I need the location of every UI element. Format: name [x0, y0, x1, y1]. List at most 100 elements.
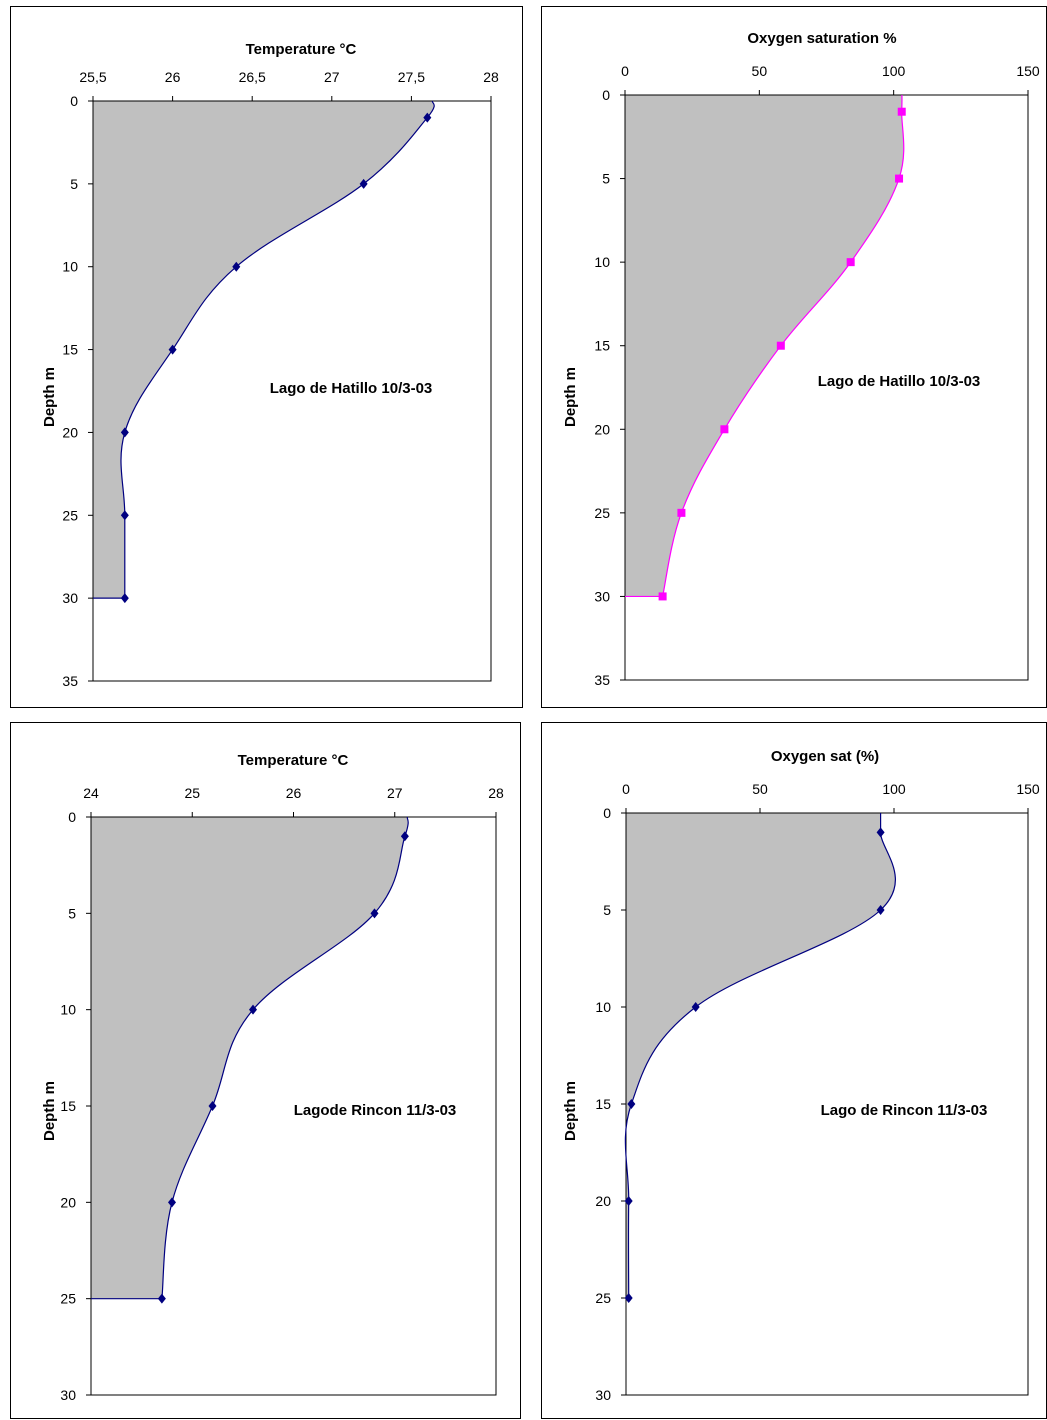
x-tick-label: 0	[622, 781, 630, 797]
y-tick-label: 10	[594, 254, 610, 270]
y-tick-label: 25	[62, 507, 78, 523]
x-tick-label: 24	[83, 785, 99, 801]
data-point	[876, 905, 885, 915]
x-tick-label: 26	[286, 785, 302, 801]
plot-frame	[92, 100, 492, 682]
y-tick-label: 0	[68, 809, 76, 825]
data-point	[120, 427, 129, 438]
x-tick-label: 28	[483, 69, 499, 85]
chart-annotation: Lago de Hatillo 10/3-03	[818, 373, 981, 390]
chart-panel-hatillo-temperature: 25,5 26 26,5 27 27,5 28 0 5 10 15 20 25 30 35 Tempera…	[10, 6, 523, 708]
x-tick-label: 50	[752, 63, 768, 79]
y-tick-label: 15	[62, 342, 78, 358]
data-point	[627, 1099, 636, 1109]
data-point	[691, 1002, 700, 1012]
x-tick-label: 27	[387, 785, 403, 801]
data-point	[658, 592, 667, 601]
data-point	[168, 1197, 176, 1208]
data-point	[232, 261, 241, 272]
series-line	[662, 94, 905, 597]
data-point	[168, 344, 177, 355]
area-fill	[91, 817, 409, 1299]
data-point	[776, 341, 785, 350]
y-tick-label: 30	[595, 1387, 611, 1403]
y-tick-label: 15	[594, 338, 610, 354]
data-point	[120, 510, 129, 521]
y-tick-label: 25	[594, 505, 610, 521]
y-tick-label: 15	[60, 1098, 76, 1114]
y-tick-label: 30	[62, 590, 78, 606]
chart-title: Oxygen sat (%)	[771, 748, 879, 765]
series-line	[120, 100, 435, 599]
x-tick-label: 27,5	[398, 69, 425, 85]
chart-title: Temperature °C	[246, 41, 357, 58]
chart-annotation: Lagode Rincon 11/3-03	[294, 1102, 457, 1119]
y-tick-label: 5	[70, 176, 78, 192]
x-tick-label: 28	[488, 785, 504, 801]
x-tick-label: 100	[882, 63, 906, 79]
y-tick-label: 0	[70, 93, 78, 109]
y-tick-label: 25	[60, 1291, 76, 1307]
data-point	[624, 1293, 633, 1303]
chart-annotation: Lago de Rincon 11/3-03	[821, 1102, 988, 1119]
y-tick-label: 35	[594, 672, 610, 688]
x-tick-label: 150	[1016, 781, 1040, 797]
y-tick-label: 25	[595, 1290, 611, 1306]
chart-hatillo-oxygen: 0 50 100 150 0 5 10 15 20 25 30 35 Oxygen saturatio…	[562, 30, 1040, 688]
y-tick-label: 30	[594, 588, 610, 604]
x-tick-label: 100	[882, 781, 906, 797]
data-point	[370, 908, 379, 919]
area-fill	[93, 101, 435, 599]
chart-rincon-temperature: 24 25 26 27 28 0 5 10 15 20 25 30 Temperature °C De…	[41, 752, 504, 1403]
area-fill	[625, 95, 904, 597]
y-tick-label: 20	[62, 424, 78, 440]
y-tick-label: 20	[595, 1193, 611, 1209]
data-point	[208, 1101, 217, 1111]
y-tick-label: 20	[594, 421, 610, 437]
chart-rincon-oxygen: 0 50 100 150 0 5 10 15 20 25 30 Oxygen sat (%) Dep…	[562, 748, 1040, 1403]
y-tick-label: 10	[62, 259, 78, 275]
data-point	[120, 593, 129, 604]
data-point	[897, 107, 906, 116]
chart-title: Oxygen saturation %	[747, 30, 896, 47]
x-tick-label: 26,5	[239, 69, 266, 85]
x-tick-label: 25,5	[79, 69, 106, 85]
data-point	[359, 178, 368, 189]
area-fill	[625, 813, 896, 1298]
data-point	[423, 112, 432, 123]
chart-annotation: Lago de Hatillo 10/3-03	[270, 380, 433, 397]
y-tick-label: 35	[62, 673, 78, 689]
y-axis-label: Depth m	[41, 1081, 58, 1141]
y-axis-label: Depth m	[562, 1081, 579, 1141]
x-tick-label: 50	[752, 781, 768, 797]
data-point	[400, 831, 409, 842]
y-tick-label: 5	[68, 905, 76, 921]
x-tick-label: 25	[184, 785, 200, 801]
y-tick-label: 10	[595, 999, 611, 1015]
x-tick-label: 27	[324, 69, 340, 85]
y-tick-label: 10	[60, 1002, 76, 1018]
chart-panel-hatillo-oxygen: 0 50 100 150 0 5 10 15 20 25 30 35 Oxygen saturatio…	[541, 6, 1047, 708]
plot-frame	[624, 94, 1029, 681]
y-tick-label: 0	[603, 805, 611, 821]
chart-panel-rincon-temperature: 24 25 26 27 28 0 5 10 15 20 25 30 Temperature °C De…	[10, 722, 521, 1419]
data-point	[157, 1293, 166, 1304]
data-point	[846, 258, 855, 267]
data-point	[895, 174, 904, 183]
y-tick-label: 5	[602, 171, 610, 187]
chart-hatillo-temperature: 25,5 26 26,5 27 27,5 28 0 5 10 15 20 25 30 35 Tempera…	[41, 41, 499, 689]
data-point	[677, 508, 686, 517]
y-axis-label: Depth m	[562, 367, 579, 427]
y-axis-label: Depth m	[41, 367, 58, 427]
y-tick-label: 30	[60, 1387, 76, 1403]
data-point	[249, 1004, 257, 1015]
y-tick-label: 15	[595, 1096, 611, 1112]
y-tick-label: 5	[603, 902, 611, 918]
data-point	[720, 425, 729, 434]
data-point	[876, 827, 885, 838]
y-tick-label: 20	[60, 1194, 76, 1210]
x-tick-label: 0	[621, 63, 629, 79]
x-tick-label: 150	[1016, 63, 1040, 79]
data-point	[624, 1196, 633, 1206]
x-tick-label: 26	[165, 69, 181, 85]
